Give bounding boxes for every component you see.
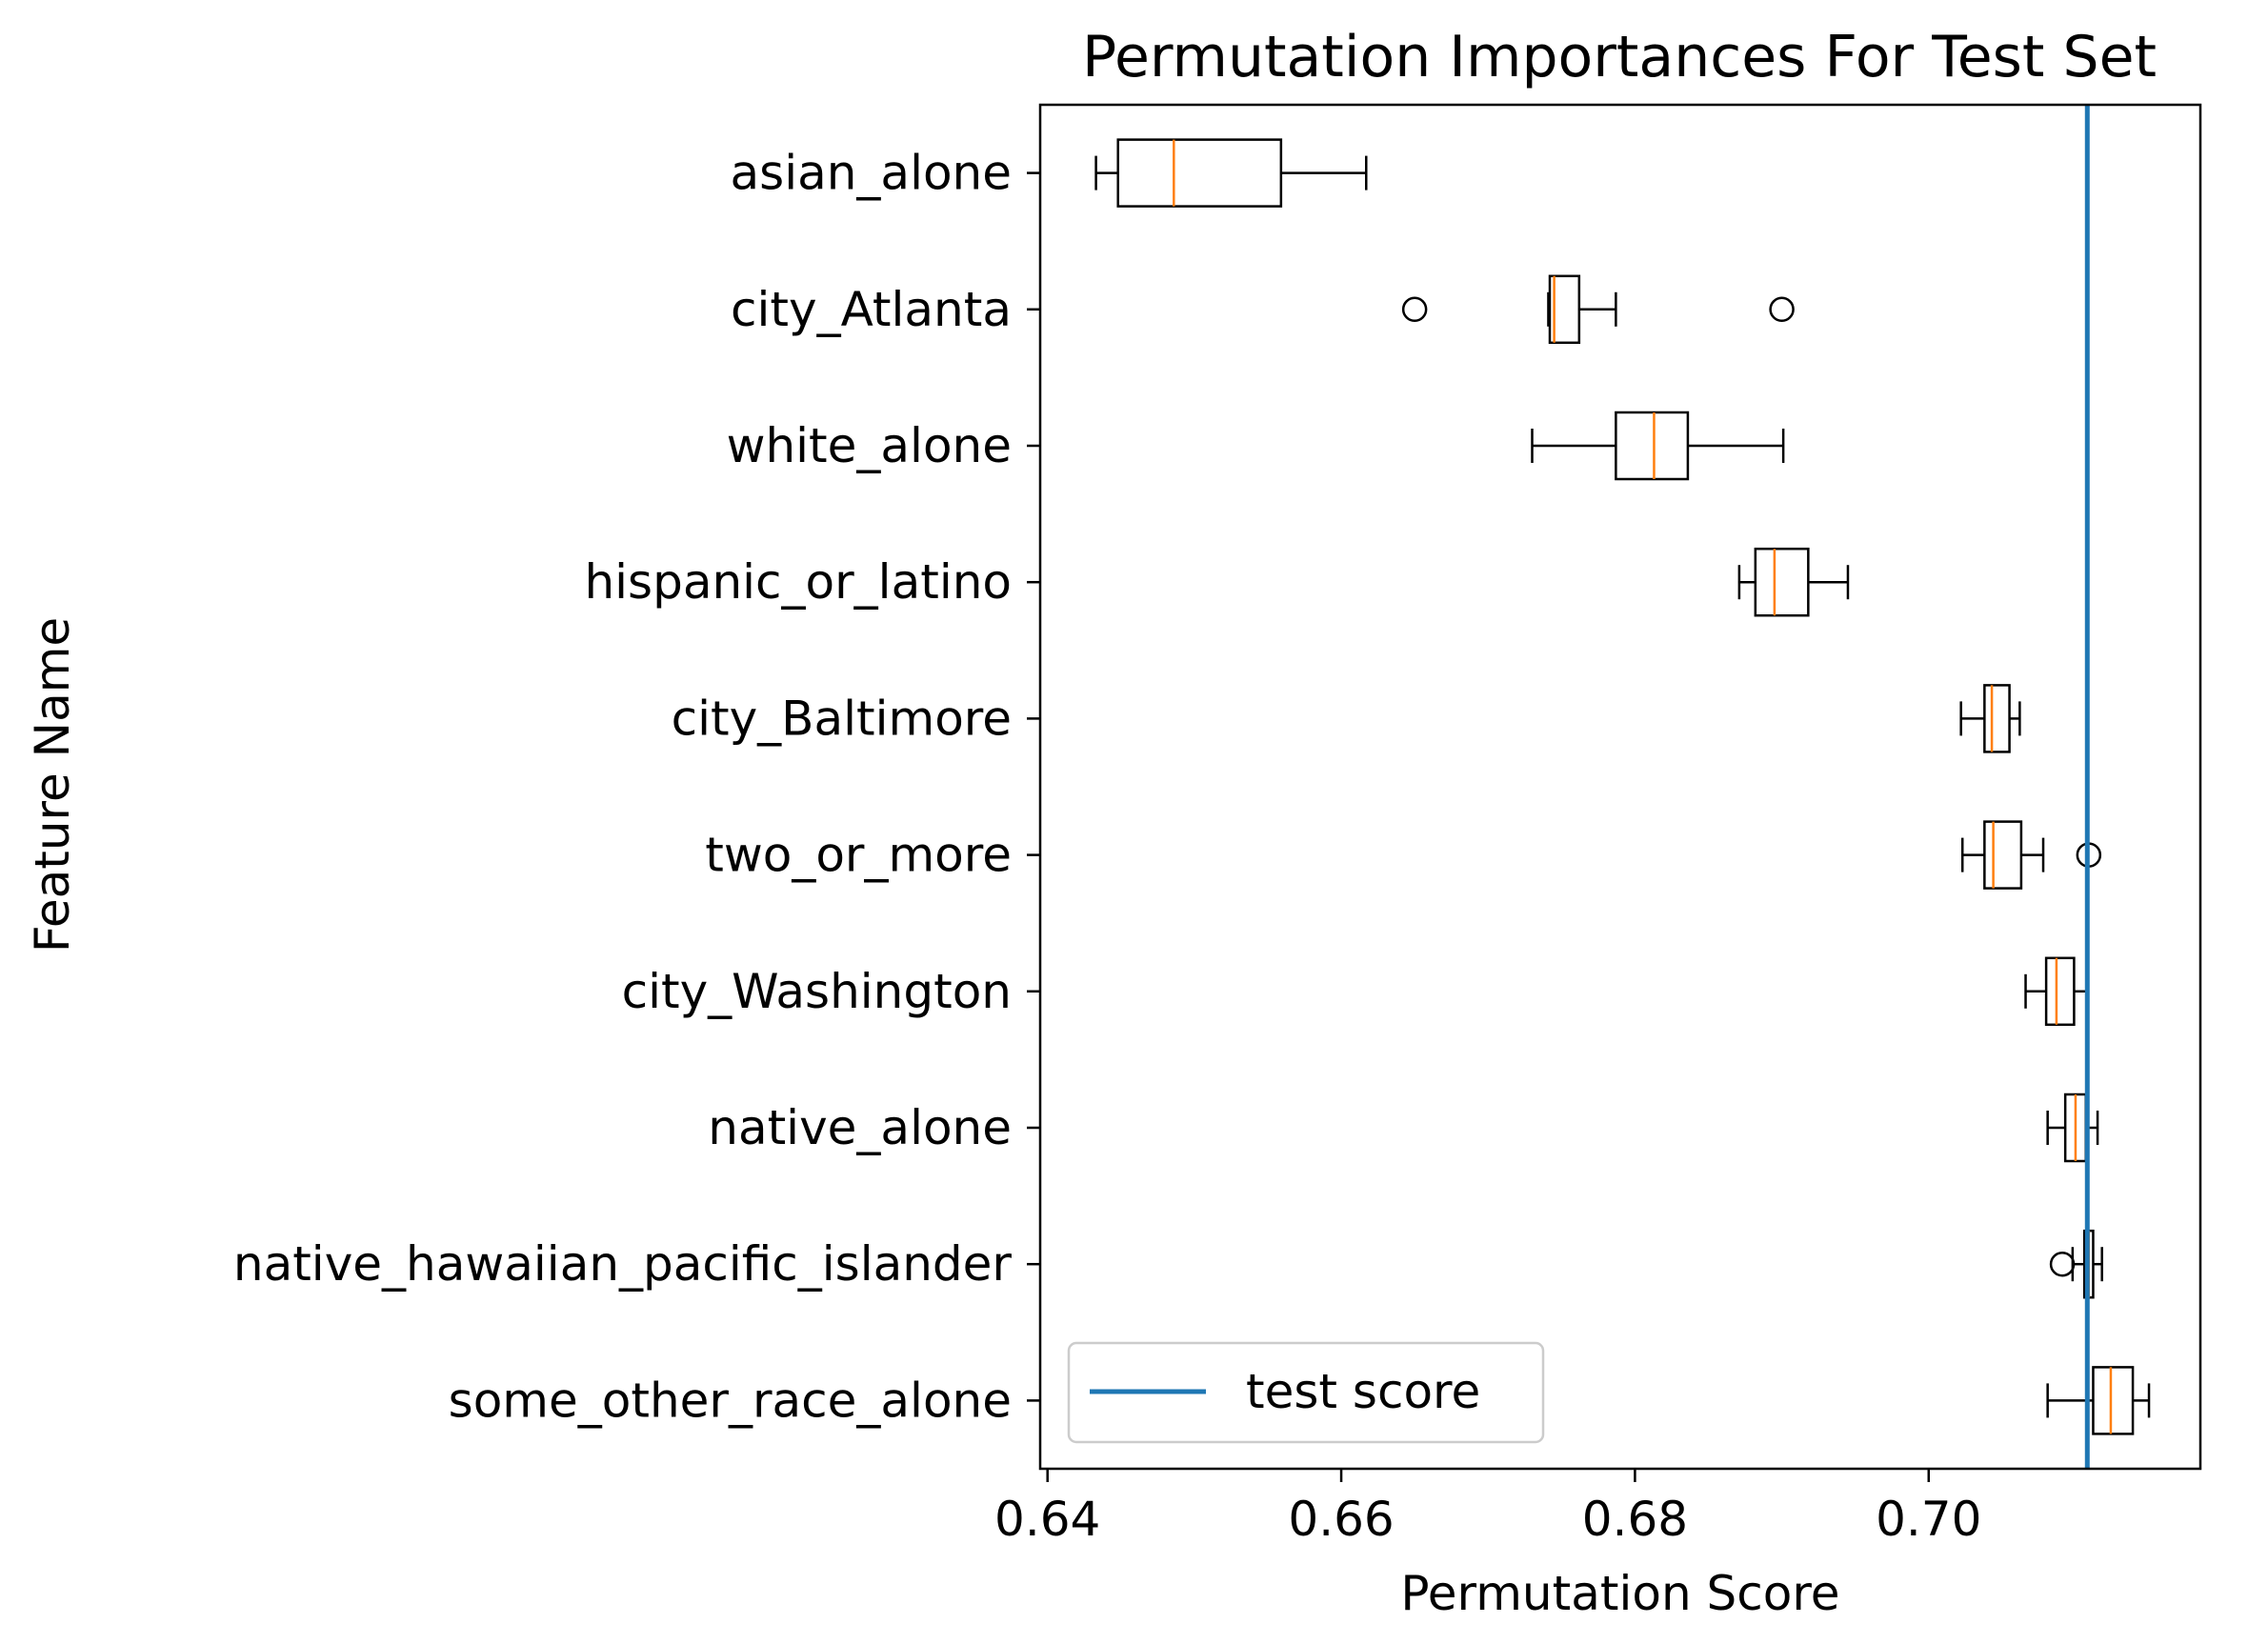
y-tick-label: native_hawaiian_pacific_islander <box>233 1236 1013 1292</box>
y-tick-label: asian_alone <box>731 146 1012 201</box>
y-tick-label: city_Washington <box>622 964 1012 1019</box>
outlier-point <box>1401 296 1428 323</box>
x-tick-label: 0.66 <box>1288 1492 1394 1547</box>
iqr-box <box>1548 274 1581 345</box>
chart-title: Permutation Importances For Test Set <box>1082 24 2157 90</box>
iqr-box <box>2044 956 2076 1027</box>
plot-area: 0.64 0.66 0.68 0.70 asian_alone city_Atlantaw… <box>233 105 2151 1547</box>
iqr-box <box>1754 547 1810 617</box>
outlier-point <box>2049 1251 2076 1277</box>
x-tick-label: 0.70 <box>1876 1492 1981 1547</box>
legend-box <box>1067 1341 1545 1444</box>
iqr-box <box>1983 820 2023 890</box>
y-tick-label: city_Baltimore <box>672 691 1012 746</box>
x-tick-label: 0.64 <box>994 1492 1100 1547</box>
legend-label: test score <box>1246 1364 1480 1419</box>
iqr-box <box>2092 1366 2135 1435</box>
x-tick-label: 0.68 <box>1582 1492 1688 1547</box>
y-tick-label: city_Atlanta <box>731 282 1012 337</box>
outlier-point <box>1769 296 1795 323</box>
y-tick-label: native_alone <box>708 1100 1012 1155</box>
y-axis-label: Feature Name <box>25 617 80 952</box>
iqr-box <box>1116 138 1283 208</box>
y-tick-label: white_alone <box>727 418 1012 473</box>
y-tick-label: two_or_more <box>705 828 1012 883</box>
iqr-box <box>1615 411 1690 481</box>
y-tick-label: some_other_race_alone <box>449 1373 1012 1428</box>
plot-frame <box>1038 103 2202 1471</box>
iqr-box <box>1983 684 2011 753</box>
x-axis-label: Permutation Score <box>1400 1566 1839 1621</box>
y-tick-label: hispanic_or_latino <box>584 554 1012 610</box>
legend: test score <box>1067 1341 1545 1444</box>
